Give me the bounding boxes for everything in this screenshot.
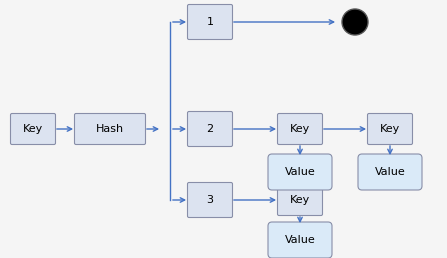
FancyBboxPatch shape	[358, 154, 422, 190]
FancyBboxPatch shape	[187, 4, 232, 39]
Text: Key: Key	[23, 124, 43, 134]
FancyBboxPatch shape	[187, 182, 232, 217]
FancyBboxPatch shape	[278, 114, 322, 144]
Text: Value: Value	[285, 235, 316, 245]
FancyBboxPatch shape	[268, 222, 332, 258]
FancyBboxPatch shape	[187, 111, 232, 147]
Text: Key: Key	[380, 124, 400, 134]
Text: Value: Value	[375, 167, 405, 177]
FancyBboxPatch shape	[75, 114, 146, 144]
Circle shape	[342, 9, 368, 35]
FancyBboxPatch shape	[278, 184, 322, 215]
FancyBboxPatch shape	[367, 114, 413, 144]
Text: Hash: Hash	[96, 124, 124, 134]
Text: Key: Key	[290, 124, 310, 134]
Text: 2: 2	[207, 124, 214, 134]
FancyBboxPatch shape	[268, 154, 332, 190]
Text: 3: 3	[207, 195, 214, 205]
Text: 1: 1	[207, 17, 214, 27]
Text: Key: Key	[290, 195, 310, 205]
Text: Value: Value	[285, 167, 316, 177]
FancyBboxPatch shape	[10, 114, 55, 144]
